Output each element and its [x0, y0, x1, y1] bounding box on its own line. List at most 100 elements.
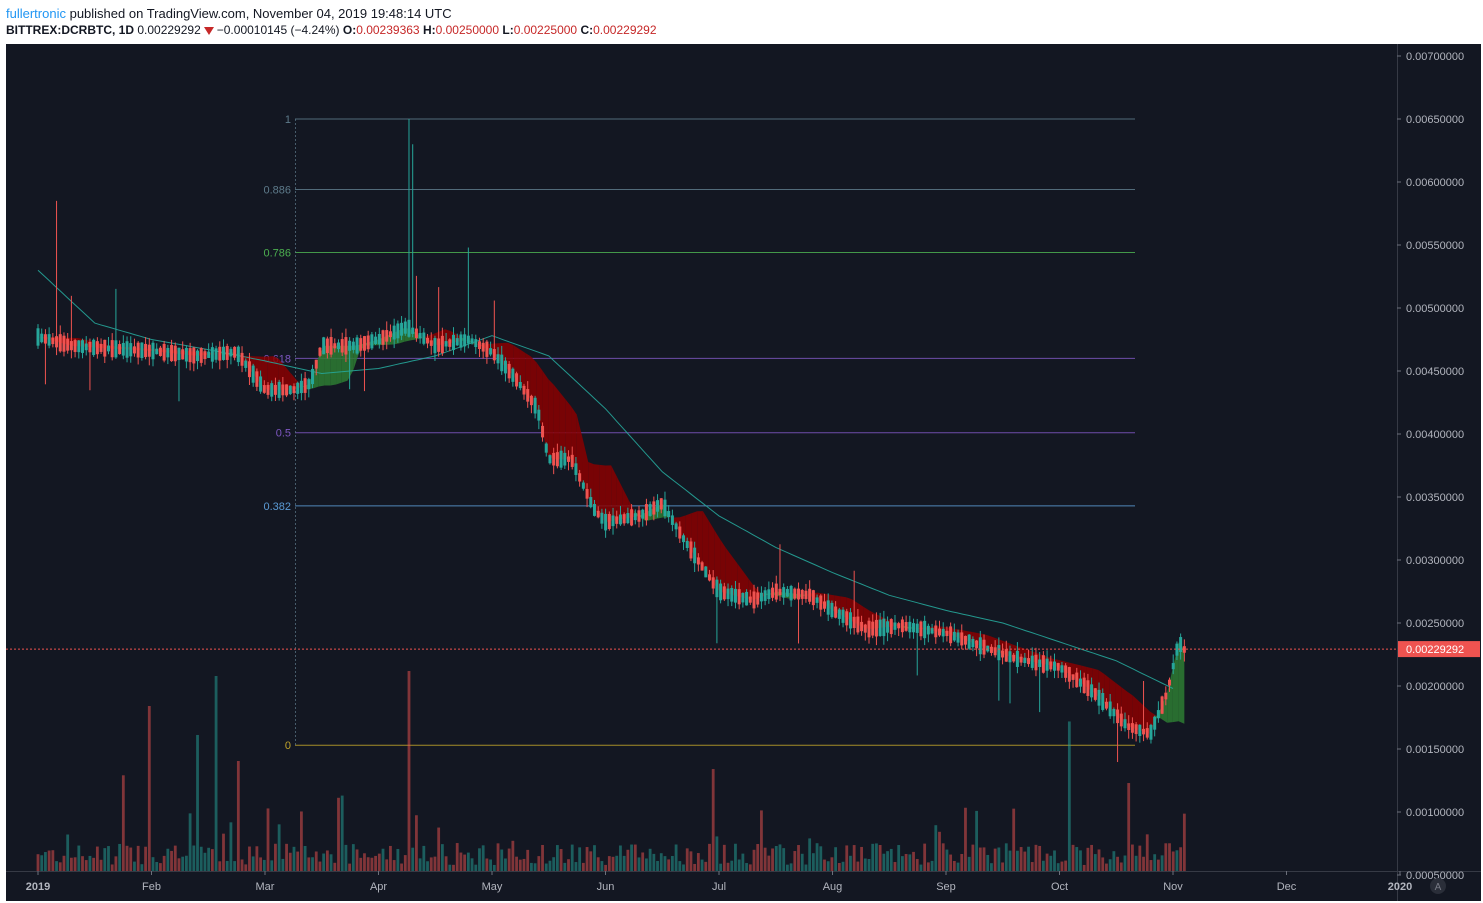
auto-scale-button[interactable]	[1430, 878, 1446, 894]
volume-bar	[340, 795, 344, 871]
volume-bar	[366, 857, 370, 871]
volume-bar	[1019, 847, 1023, 871]
chart-area[interactable]: 10.8860.7860.6180.50.38200.007000000.006…	[6, 44, 1481, 901]
volume-bar	[422, 845, 426, 871]
ema-ribbon-segment	[1104, 673, 1110, 709]
volume-bar	[938, 831, 941, 871]
candle-body	[685, 540, 689, 549]
high-value: 0.00250000	[435, 23, 500, 37]
time-tick-label: May	[482, 881, 503, 893]
volume-bar	[259, 857, 262, 871]
volume-bar	[760, 810, 763, 871]
volume-bar	[908, 854, 912, 871]
volume-bar	[403, 855, 407, 871]
ema-ribbon-segment	[330, 345, 337, 386]
last-price-badge	[1398, 641, 1480, 658]
candle-body	[136, 342, 140, 358]
volume-bar	[1160, 855, 1164, 871]
candle-body	[1112, 708, 1116, 717]
volume-bar	[118, 843, 122, 871]
candle-body	[251, 365, 255, 383]
volume-bar	[281, 858, 285, 871]
candle-body	[503, 360, 507, 374]
candle-body	[392, 325, 396, 340]
volume-bar	[415, 815, 418, 871]
volume-bar	[374, 855, 377, 871]
volume-bar	[737, 859, 741, 871]
volume-bar	[1112, 851, 1116, 871]
volume-bar	[36, 854, 40, 871]
candle-body	[411, 327, 415, 334]
candle-body	[997, 645, 1001, 661]
volume-bar	[997, 847, 1001, 871]
price-tick-label: 0.00600000	[1406, 177, 1464, 189]
candle-body	[826, 600, 830, 615]
candle-body	[733, 588, 737, 603]
volume-bar	[941, 843, 945, 871]
volume-bar	[1093, 854, 1097, 871]
volume-bar	[107, 846, 110, 871]
volume-bar	[785, 864, 789, 871]
candle-body	[103, 339, 107, 357]
volume-bar	[730, 860, 734, 871]
candle-body	[1049, 661, 1053, 670]
volume-bar	[797, 845, 800, 871]
price-tick-label: 0.00550000	[1406, 240, 1464, 252]
candle-body	[155, 348, 159, 355]
candle-body	[221, 346, 225, 360]
volume-bar	[619, 845, 622, 871]
price-chart-svg[interactable]: 10.8860.7860.6180.50.38200.007000000.006…	[6, 44, 1481, 901]
auto-scale-label: A	[1435, 882, 1442, 893]
volume-bar	[834, 847, 838, 871]
volume-bar	[722, 844, 726, 871]
candle-body	[941, 628, 945, 637]
candle-body	[377, 334, 381, 345]
volume-bar	[303, 845, 307, 871]
candle-body	[173, 345, 177, 362]
candle-body	[348, 340, 352, 351]
ema-ribbon-segment	[720, 539, 726, 594]
volume-bar	[611, 856, 615, 871]
volume-bar	[945, 849, 949, 871]
candle-body	[1119, 713, 1123, 727]
volume-bar	[804, 864, 808, 871]
volume-bar	[852, 845, 856, 871]
candle-body	[62, 335, 66, 352]
candle-body	[385, 330, 389, 342]
volume-bar	[214, 676, 218, 871]
candle-body	[1171, 663, 1175, 670]
candle-body	[99, 343, 103, 352]
candle-body	[444, 341, 448, 347]
candle-body	[370, 334, 374, 349]
volume-bar	[563, 862, 567, 871]
ema-ribbon-segment	[519, 349, 526, 392]
volume-bar	[1105, 863, 1108, 871]
volume-bar	[248, 846, 251, 871]
author-link[interactable]: fullertronic	[6, 6, 66, 21]
volume-bar	[889, 848, 893, 871]
volume-bar	[110, 864, 114, 871]
volume-bar	[1001, 862, 1004, 871]
volume-bar	[567, 859, 570, 871]
candle-body	[741, 592, 745, 603]
candle-body	[452, 334, 456, 350]
candle-body	[1071, 674, 1075, 680]
volume-bar	[229, 822, 233, 871]
volume-bar	[1123, 855, 1127, 871]
volume-bar	[726, 862, 730, 871]
volume-bar	[1067, 721, 1071, 871]
candle-body	[396, 323, 400, 339]
volume-bar	[771, 848, 774, 871]
volume-bar	[956, 862, 960, 871]
volume-bar	[47, 850, 51, 871]
candle-body	[1075, 672, 1079, 688]
candle-body	[559, 450, 563, 468]
volume-bar	[867, 858, 871, 871]
candle-body	[1053, 661, 1057, 671]
plot-background[interactable]	[6, 44, 1397, 871]
volume-bar	[355, 849, 359, 871]
candle-body	[874, 619, 878, 637]
volume-bar	[129, 847, 133, 871]
candle-body	[344, 337, 348, 355]
candle-body	[607, 513, 611, 529]
